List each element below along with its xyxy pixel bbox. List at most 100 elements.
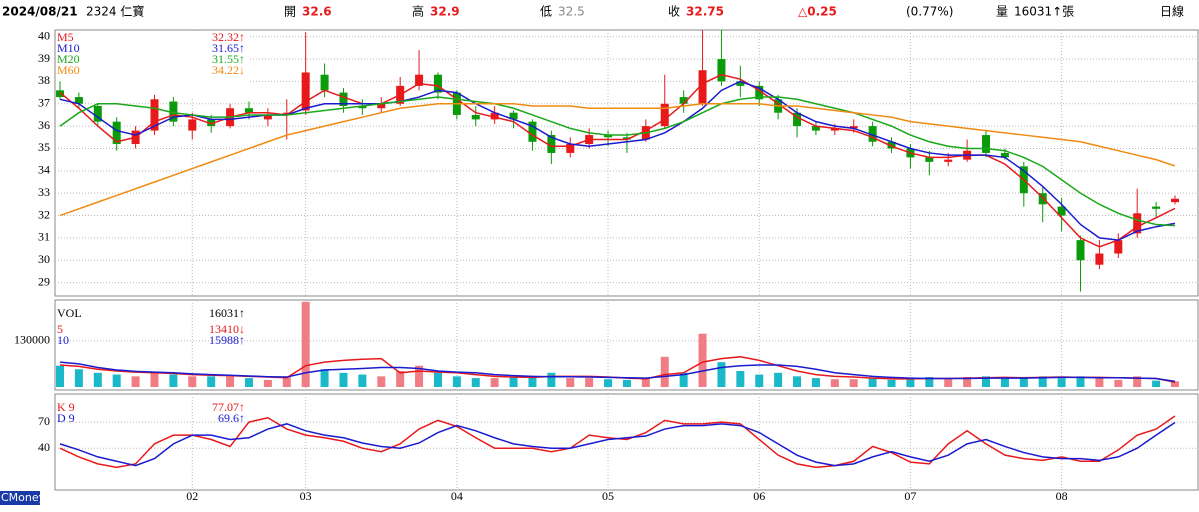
label: 量 bbox=[996, 5, 1008, 19]
y-tick-label: 39 bbox=[38, 51, 50, 65]
candle-body bbox=[1171, 198, 1179, 203]
candle-body bbox=[755, 85, 764, 100]
legend-name: M60 bbox=[57, 63, 80, 77]
volume-bar bbox=[963, 377, 972, 387]
volume-bar bbox=[263, 379, 272, 387]
candle-body bbox=[698, 70, 707, 104]
legend-name: M5 bbox=[57, 30, 74, 44]
candle-body bbox=[150, 99, 159, 131]
candle-body bbox=[944, 159, 953, 162]
candle-body bbox=[982, 135, 991, 153]
volume-bar bbox=[868, 378, 877, 387]
volume-bar bbox=[56, 365, 64, 387]
legend-value: 31.65↑ bbox=[212, 41, 245, 55]
y-tick-label: 29 bbox=[38, 274, 50, 288]
value: 32.5 bbox=[558, 5, 585, 19]
volume-bar bbox=[1171, 381, 1179, 387]
volume-bar bbox=[622, 379, 631, 387]
candle-body bbox=[793, 112, 802, 127]
y-tick-label: 36 bbox=[38, 118, 50, 132]
volume-bar bbox=[1057, 378, 1066, 387]
candle-body bbox=[339, 92, 348, 106]
candle-body bbox=[1057, 206, 1066, 216]
line bbox=[59, 73, 1176, 248]
volume-bar bbox=[320, 369, 329, 387]
legend-value: 16031↑ bbox=[209, 306, 245, 320]
legend-box bbox=[56, 31, 248, 97]
candle-body bbox=[415, 74, 424, 86]
candle-body bbox=[679, 97, 688, 104]
legend-value: 32.32↑ bbox=[212, 30, 245, 44]
volume-bar bbox=[982, 376, 991, 387]
volume-bar bbox=[169, 374, 178, 387]
candle-body bbox=[1114, 240, 1123, 254]
volume-bar bbox=[1076, 376, 1085, 387]
legend-name: D 9 bbox=[57, 411, 75, 425]
legend-value: 69.6↑ bbox=[218, 411, 245, 425]
candle-body bbox=[660, 103, 669, 127]
volume-bar bbox=[774, 372, 783, 387]
volume-bar bbox=[887, 379, 896, 387]
volume-bar bbox=[244, 378, 253, 387]
candle-body bbox=[263, 114, 272, 120]
candle-body bbox=[320, 74, 329, 91]
volume-bar bbox=[396, 371, 405, 387]
candle-body bbox=[1095, 253, 1104, 265]
y-tick-label: 34 bbox=[38, 163, 50, 177]
candle-body bbox=[188, 119, 197, 131]
kd-panel bbox=[54, 393, 1199, 491]
candle-body bbox=[74, 97, 83, 104]
legend-name: VOL bbox=[57, 306, 82, 320]
volume-bar bbox=[490, 378, 499, 387]
legend-name: M10 bbox=[57, 41, 80, 55]
legend-name: M20 bbox=[57, 52, 80, 66]
candle-body bbox=[169, 101, 178, 122]
volume-bar bbox=[944, 379, 953, 387]
volume-bar bbox=[679, 372, 688, 387]
brand: CMoney bbox=[1, 491, 46, 504]
candle-body bbox=[1076, 240, 1085, 261]
value: 32.9 bbox=[430, 5, 460, 19]
volume-bar bbox=[150, 372, 159, 387]
x-tick-label: 08 bbox=[1056, 489, 1068, 503]
x-tick-label: 02 bbox=[186, 489, 198, 503]
candle-body bbox=[358, 106, 367, 109]
volume-bar bbox=[358, 374, 367, 387]
volume-bar bbox=[830, 379, 839, 387]
volume-bar bbox=[1114, 379, 1123, 387]
candle-body bbox=[509, 112, 518, 120]
volume-bar bbox=[74, 369, 83, 387]
candle-body bbox=[301, 72, 310, 111]
volume-bar bbox=[377, 376, 386, 387]
legend-name: 5 bbox=[57, 322, 63, 336]
volume-bar bbox=[717, 362, 726, 387]
legend-value: 31.55↑ bbox=[212, 52, 245, 66]
line bbox=[59, 103, 1176, 217]
y-tick-label: 35 bbox=[38, 140, 50, 154]
candle-body bbox=[56, 90, 64, 98]
volume-bar bbox=[226, 376, 235, 387]
volume-bar bbox=[207, 376, 216, 387]
line bbox=[59, 80, 1176, 241]
change: △0.25 bbox=[798, 5, 837, 19]
line bbox=[59, 361, 1176, 383]
candle-body bbox=[925, 157, 934, 162]
line bbox=[59, 96, 1176, 227]
candle-body bbox=[717, 59, 726, 82]
y-tick-label: 37 bbox=[38, 96, 50, 110]
candle-body bbox=[868, 126, 877, 142]
candle-body bbox=[528, 121, 537, 142]
y-tick-label: 38 bbox=[38, 73, 50, 87]
volume-bar bbox=[604, 379, 613, 387]
candle-body bbox=[282, 112, 291, 115]
y-tick-label: 130000 bbox=[14, 333, 50, 347]
y-tick-label: 31 bbox=[38, 230, 50, 244]
volume-bar bbox=[509, 377, 518, 387]
volume-bar bbox=[566, 378, 575, 387]
legend-name: K 9 bbox=[57, 400, 75, 414]
candle-body bbox=[604, 135, 613, 138]
legend-value: 77.07↑ bbox=[212, 400, 245, 414]
volume-bar bbox=[641, 378, 650, 387]
label: 開 bbox=[284, 5, 296, 19]
